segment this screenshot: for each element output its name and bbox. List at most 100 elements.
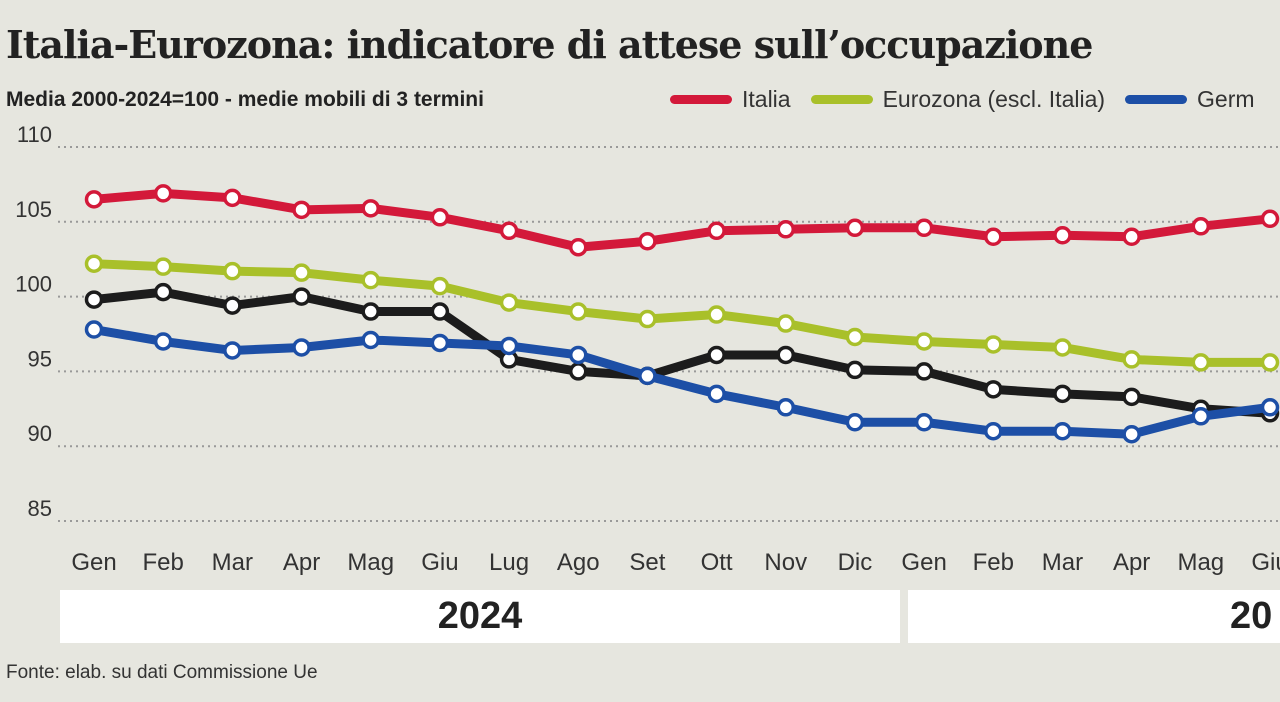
x-tick-label: Feb	[973, 549, 1014, 576]
data-point	[1191, 353, 1211, 372]
legend: Italia Eurozona (escl. Italia) Germ	[670, 86, 1275, 113]
series-line	[89, 287, 1275, 418]
data-point	[84, 320, 104, 339]
data-point	[361, 199, 380, 218]
data-point	[776, 398, 796, 417]
data-point	[1260, 398, 1280, 417]
data-point	[1122, 227, 1141, 247]
data-point	[430, 302, 450, 321]
data-point	[361, 270, 380, 290]
data-point	[292, 263, 311, 282]
data-point	[499, 293, 519, 312]
data-point	[1053, 338, 1072, 357]
data-point	[914, 362, 934, 381]
data-point	[84, 190, 104, 209]
x-tick-label: Gen	[901, 549, 946, 576]
x-tick-label: Mar	[1042, 549, 1083, 576]
legend-swatch	[1125, 95, 1188, 104]
x-tick-label: Ago	[557, 549, 600, 576]
data-point	[707, 384, 726, 404]
data-point	[568, 362, 588, 381]
x-tick-label: Apr	[1113, 549, 1150, 576]
legend-label: Italia	[742, 86, 791, 112]
x-tick-label: Mag	[347, 549, 394, 576]
data-point	[153, 282, 173, 302]
data-point	[292, 338, 311, 357]
data-point	[984, 227, 1003, 247]
data-point	[776, 314, 796, 333]
data-point	[638, 309, 657, 329]
x-tick-label: Dic	[838, 549, 873, 576]
data-point	[707, 221, 726, 241]
x-tick-label: Set	[629, 549, 665, 576]
x-tick-label: Mar	[212, 549, 253, 576]
x-tick-label: Giu	[421, 549, 458, 576]
data-point	[845, 327, 865, 347]
legend-label: Eurozona (escl. Italia)	[882, 86, 1106, 112]
data-point	[223, 341, 242, 360]
series-line	[89, 325, 1275, 439]
chart-subtitle: Media 2000-2024=100 - medie mobili di 3 …	[6, 88, 484, 111]
data-point	[1191, 217, 1211, 236]
series-line	[89, 188, 1275, 252]
data-point	[568, 302, 588, 321]
chart-title: Italia-Eurozona: indicatore di attese su…	[6, 22, 1093, 67]
data-point	[1053, 226, 1072, 245]
source-note: Fonte: elab. su dati Commissione Ue	[6, 662, 318, 683]
data-point	[568, 345, 588, 365]
legend-swatch	[670, 95, 732, 104]
data-point	[499, 336, 519, 356]
data-point	[223, 261, 242, 281]
data-point	[1191, 407, 1211, 426]
legend-label: Germ	[1197, 86, 1255, 112]
data-point	[153, 257, 173, 276]
x-tick-label: Apr	[283, 549, 320, 576]
data-point	[84, 254, 104, 273]
x-tick-label: Gen	[71, 549, 116, 576]
data-point	[292, 200, 311, 220]
data-point	[430, 276, 450, 296]
data-point	[845, 218, 865, 238]
data-point	[568, 237, 588, 257]
data-point	[845, 413, 865, 432]
data-point	[914, 332, 934, 351]
data-point	[1122, 350, 1141, 369]
data-point	[984, 335, 1003, 354]
x-tick-label: Ott	[701, 549, 733, 576]
data-point	[1260, 353, 1280, 372]
y-tick-label: 95	[28, 346, 52, 371]
x-tick-label: Giu	[1251, 549, 1280, 576]
series-line	[89, 259, 1275, 367]
x-tick-label: Nov	[764, 549, 807, 576]
legend-item-germania: Germ	[1125, 86, 1255, 113]
y-tick-label: 100	[15, 272, 52, 297]
data-point	[914, 218, 934, 238]
data-point	[84, 290, 104, 309]
data-point	[499, 221, 519, 241]
year-band-2024: 2024	[60, 590, 900, 643]
data-point	[430, 333, 450, 353]
legend-swatch	[810, 95, 873, 104]
data-point	[707, 345, 726, 365]
data-point	[1122, 424, 1141, 444]
y-tick-label: 110	[17, 122, 52, 147]
y-tick-label: 105	[15, 197, 52, 222]
data-point	[776, 345, 796, 365]
x-tick-label: Feb	[142, 549, 183, 576]
legend-item-italia: Italia	[670, 86, 791, 113]
data-point	[914, 413, 934, 432]
data-point	[223, 188, 242, 208]
data-point	[153, 184, 173, 203]
data-point	[638, 366, 657, 386]
x-tick-label: Mag	[1177, 549, 1224, 576]
data-point	[638, 231, 657, 251]
data-point	[1122, 387, 1141, 407]
legend-item-eurozona: Eurozona (escl. Italia)	[810, 86, 1106, 113]
data-point	[361, 302, 380, 321]
y-tick-label: 90	[28, 421, 52, 446]
data-point	[984, 380, 1003, 399]
x-tick-label: Lug	[489, 549, 529, 576]
y-tick-label: 85	[28, 496, 52, 521]
data-point	[223, 296, 242, 315]
